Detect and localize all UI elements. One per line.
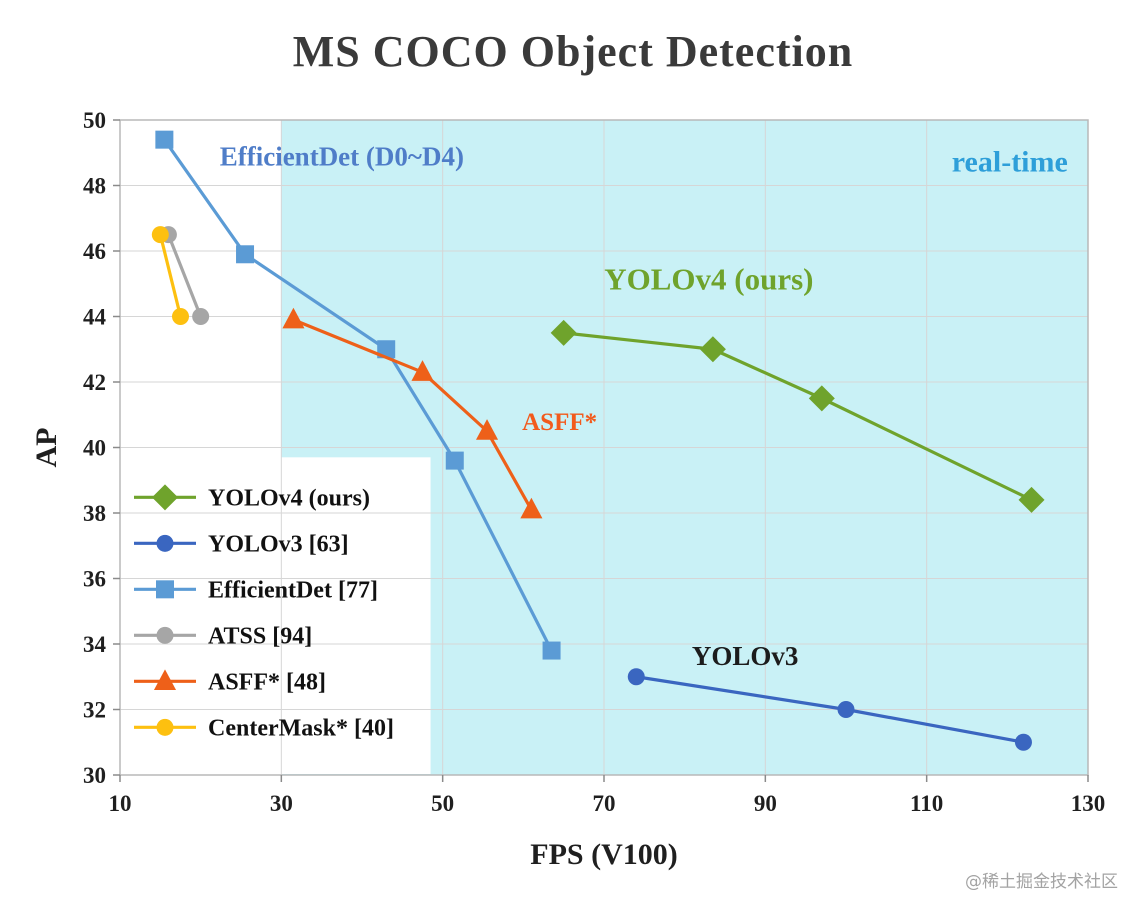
diamond-marker <box>808 385 835 412</box>
square-marker <box>236 245 255 264</box>
series-yolov4-ours <box>550 319 1045 513</box>
legend-panel-bg <box>121 457 431 774</box>
series-centermask-40 <box>151 226 189 325</box>
circle-marker <box>151 226 169 244</box>
y-tick-label: 46 <box>83 239 106 264</box>
diamond-marker <box>699 336 726 363</box>
series-yolov3-63 <box>627 668 1032 751</box>
annotation-yolov3: YOLOv3 <box>692 641 799 671</box>
x-tick-label: 10 <box>109 791 132 816</box>
y-tick-label: 48 <box>83 174 106 199</box>
triangle-marker <box>520 497 543 519</box>
legend-item: EfficientDet [77] <box>134 577 378 603</box>
circle-marker <box>1014 733 1032 751</box>
legend-label: ATSS [94] <box>208 623 312 649</box>
y-tick-label: 50 <box>83 108 106 133</box>
diamond-marker <box>152 484 178 511</box>
y-tick-label: 44 <box>83 305 107 330</box>
circle-marker <box>192 308 210 325</box>
legend-item: ASFF* [48] <box>134 669 326 695</box>
circle-marker <box>627 668 645 686</box>
triangle-marker <box>475 419 499 440</box>
legend-label: YOLOv3 [63] <box>208 531 349 557</box>
watermark: @稀土掘金技术社区 <box>965 872 1118 892</box>
series-line <box>291 318 534 512</box>
series-asff-48 <box>282 307 543 519</box>
legend: YOLOv4 (ours) YOLOv3 [63] EfficientDet [77… <box>134 484 394 741</box>
circle-marker <box>156 626 174 644</box>
x-tick-label: 30 <box>270 791 293 816</box>
legend-label: EfficientDet [77] <box>208 577 378 603</box>
y-tick-label: 32 <box>83 698 106 723</box>
legend-label: CenterMask* [40] <box>208 715 394 741</box>
legend-item: YOLOv4 (ours) <box>134 484 370 511</box>
y-tick-label: 38 <box>83 501 106 526</box>
square-marker <box>377 340 396 359</box>
triangle-marker <box>411 360 434 381</box>
annotation-asff: ASFF* <box>522 409 597 436</box>
legend-item: YOLOv3 [63] <box>134 531 349 557</box>
y-tick-label: 30 <box>83 763 106 788</box>
circle-marker <box>156 534 174 552</box>
triangle-marker <box>282 307 305 329</box>
circle-marker <box>156 718 174 736</box>
square-marker <box>155 130 174 149</box>
x-tick-label: 70 <box>593 791 616 816</box>
triangle-marker <box>153 669 177 690</box>
square-marker <box>445 451 464 470</box>
legend-label: YOLOv4 (ours) <box>208 485 370 511</box>
square-marker <box>542 641 561 660</box>
y-tick-label: 40 <box>83 436 106 461</box>
circle-marker <box>837 701 855 718</box>
x-tick-label: 90 <box>754 791 777 816</box>
legend-label: ASFF* [48] <box>208 669 326 695</box>
annotation-real-time: real-time <box>952 145 1068 178</box>
series-line <box>166 233 203 319</box>
y-tick-label: 34 <box>83 632 107 657</box>
x-axis-label: FPS (V100) <box>530 838 677 871</box>
series-line <box>158 233 183 319</box>
legend-item: ATSS [94] <box>134 623 312 649</box>
series-line <box>562 331 1034 502</box>
square-marker <box>156 580 174 599</box>
x-tick-label: 130 <box>1071 791 1106 816</box>
circle-marker <box>172 308 189 325</box>
chart-title: MS COCO Object Detection <box>292 27 854 76</box>
legend-item: CenterMask* [40] <box>134 715 394 741</box>
y-axis-label: AP <box>30 428 63 468</box>
y-tick-label: 42 <box>83 370 106 395</box>
x-tick-label: 50 <box>431 791 454 816</box>
x-tick-label: 110 <box>910 791 943 816</box>
annotation-efficientdet-d0-d4: EfficientDet (D0~D4) <box>220 141 464 171</box>
annotation-yolov4-ours: YOLOv4 (ours) <box>604 262 813 297</box>
series-efficientdet-77 <box>155 130 561 660</box>
y-tick-label: 36 <box>83 567 106 592</box>
diamond-marker <box>1018 486 1045 513</box>
diamond-marker <box>550 319 577 346</box>
